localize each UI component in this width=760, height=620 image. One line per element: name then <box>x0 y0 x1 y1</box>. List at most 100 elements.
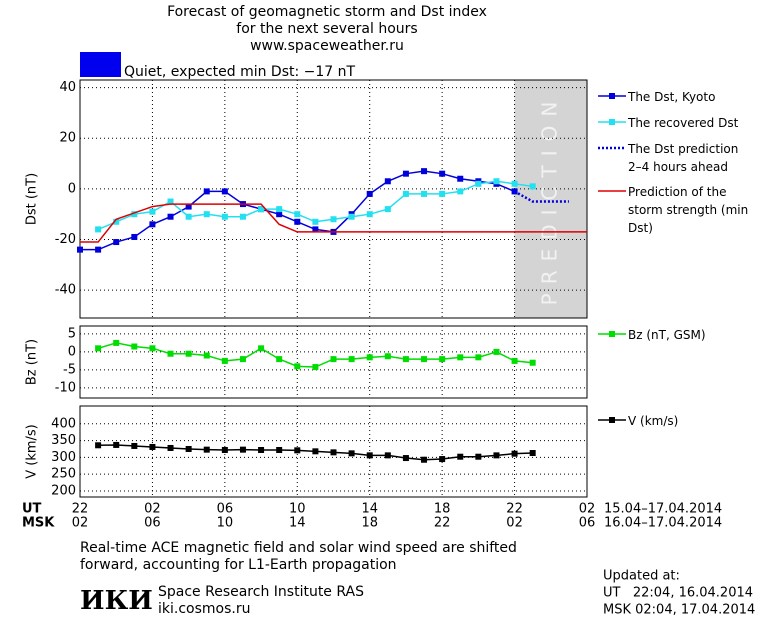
y-axis-label: V (km/s) <box>25 424 40 479</box>
legend-marker <box>609 119 615 125</box>
data-point <box>95 442 102 449</box>
data-point <box>131 233 138 240</box>
data-point <box>511 450 518 457</box>
data-point <box>294 447 301 454</box>
series-line <box>80 170 515 251</box>
data-point <box>258 345 265 352</box>
data-point <box>330 216 337 223</box>
data-point <box>402 170 409 177</box>
plot-frame <box>79 405 588 498</box>
data-point <box>529 450 536 457</box>
y-tick-label: -40 <box>55 283 76 298</box>
data-point <box>330 356 337 363</box>
data-point <box>529 359 536 366</box>
data-point <box>511 357 518 364</box>
data-point <box>167 350 174 357</box>
msk-tick-label: 02 <box>72 516 89 531</box>
data-point <box>511 180 518 187</box>
status-box <box>80 52 121 77</box>
logo: ИКИ <box>80 586 153 616</box>
data-point <box>294 218 301 225</box>
legend-entry: Prediction of the storm strength (min Ds… <box>628 185 749 235</box>
data-point <box>185 213 192 220</box>
data-point <box>348 450 355 457</box>
data-point <box>312 448 319 455</box>
data-point <box>95 226 102 233</box>
data-point <box>493 348 500 355</box>
data-point <box>421 190 428 197</box>
y-tick-label: 0 <box>68 344 76 359</box>
data-point <box>95 345 102 352</box>
data-point <box>475 354 482 361</box>
ut-tick-label: 14 <box>361 502 378 517</box>
y-tick-label: 200 <box>51 483 76 498</box>
title-line: Forecast of geomagnetic storm and Dst in… <box>167 4 487 20</box>
data-point <box>276 206 283 213</box>
data-point <box>348 356 355 363</box>
data-point <box>149 443 156 450</box>
legend-entry: The Dst, Kyoto <box>628 90 716 104</box>
data-point <box>203 188 210 195</box>
data-point <box>439 356 446 363</box>
ut-label: UT <box>22 502 42 517</box>
prediction-region <box>514 80 587 318</box>
data-point <box>366 452 373 459</box>
legend-entry: Bz (nT, GSM) <box>628 328 706 342</box>
ut-tick-label: 02 <box>144 502 161 517</box>
legend-entry: The recovered Dst <box>628 116 739 130</box>
updated-line: MSK 02:04, 17.04.2014 <box>603 603 755 618</box>
note-line: Real-time ACE magnetic field and solar w… <box>80 540 517 556</box>
legend-entry: The Dst prediction 2–4 hours ahead <box>628 142 739 174</box>
note-line: forward, accounting for L1-Earth propaga… <box>80 557 397 573</box>
data-point <box>167 444 174 451</box>
ut-tick-label: 18 <box>434 502 451 517</box>
institute: Space Research Institute RAS <box>158 584 364 600</box>
data-point <box>203 211 210 218</box>
data-point <box>384 178 391 185</box>
data-point <box>276 211 283 218</box>
msk-label: MSK <box>22 516 55 531</box>
data-point <box>457 175 464 182</box>
title-line: for the next several hours <box>236 21 417 37</box>
legend-entry: V (km/s) <box>628 414 679 428</box>
data-point <box>258 446 265 453</box>
data-point <box>113 218 120 225</box>
y-tick-label: 40 <box>59 80 76 95</box>
data-point <box>113 239 120 246</box>
data-point <box>457 188 464 195</box>
data-point <box>312 218 319 225</box>
y-tick-label: 400 <box>51 416 76 431</box>
data-point <box>439 170 446 177</box>
status-text: Quiet, expected min Dst: −17 nT <box>124 64 356 80</box>
data-point <box>366 211 373 218</box>
ut-range: 15.04–17.04.2014 <box>604 502 722 517</box>
plot-frame <box>79 79 588 319</box>
series-line <box>80 203 587 243</box>
data-point <box>167 213 174 220</box>
data-point <box>529 183 536 190</box>
msk-tick-label: 06 <box>144 516 161 531</box>
data-point <box>185 445 192 452</box>
data-point <box>221 188 228 195</box>
y-tick-label: -20 <box>55 232 76 247</box>
y-tick-label: 300 <box>51 450 76 465</box>
data-point <box>402 455 409 462</box>
msk-tick-label: 06 <box>579 516 596 531</box>
data-point <box>239 356 246 363</box>
data-point <box>475 453 482 460</box>
data-point <box>221 446 228 453</box>
y-tick-label: 5 <box>68 326 76 341</box>
data-point <box>149 208 156 215</box>
y-axis-label: Bz (nT) <box>25 339 40 385</box>
ut-tick-label: 10 <box>289 502 306 517</box>
data-point <box>294 363 301 370</box>
data-point <box>366 354 373 361</box>
y-axis-label: Dst (nT) <box>25 173 40 225</box>
y-tick-label: 20 <box>59 131 76 146</box>
data-point <box>221 357 228 364</box>
y-tick-label: 350 <box>51 433 76 448</box>
data-point <box>276 356 283 363</box>
ut-tick-label: 06 <box>217 502 234 517</box>
y-tick-label: -10 <box>55 380 76 395</box>
